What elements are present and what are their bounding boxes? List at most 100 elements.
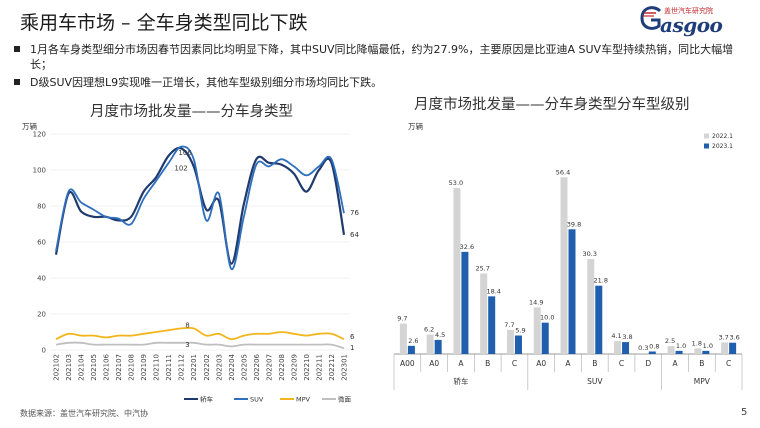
bar-2022.1 bbox=[587, 259, 595, 354]
x-tick-label: 202203 bbox=[215, 354, 223, 381]
y-tick-label: 100 bbox=[33, 167, 46, 175]
bar-2023.1 bbox=[595, 285, 603, 354]
legend-label: SUV bbox=[250, 396, 264, 404]
point-label: 8 bbox=[185, 321, 189, 329]
bar-2022.1 bbox=[694, 348, 702, 354]
category-label: A bbox=[673, 359, 679, 368]
bar-2023.1 bbox=[407, 345, 415, 354]
right-chart-y-axis-label: 万辆 bbox=[408, 121, 423, 131]
bar-value-label: 1.8 bbox=[692, 339, 702, 347]
point-label: 102 bbox=[174, 164, 187, 172]
point-label: 76 bbox=[350, 209, 359, 217]
bar-value-label: 32.6 bbox=[460, 243, 474, 251]
category-label: A00 bbox=[400, 359, 415, 368]
category-label: A bbox=[565, 359, 571, 368]
bar-value-label: 3.6 bbox=[729, 334, 739, 342]
category-label: C bbox=[512, 359, 517, 368]
legend-label: 2023.1 bbox=[712, 143, 733, 150]
bar-2022.1 bbox=[506, 329, 514, 354]
bar-2022.1 bbox=[426, 334, 434, 354]
legend-swatch bbox=[704, 143, 709, 149]
bar-2022.1 bbox=[640, 353, 648, 354]
bar-value-label: 5.9 bbox=[515, 327, 525, 335]
category-label: A0 bbox=[536, 359, 546, 368]
point-label: 1 bbox=[350, 344, 354, 352]
gasgoo-logo: 盖世汽车研究院 asgoo bbox=[640, 6, 752, 37]
x-tick-label: 202105 bbox=[90, 354, 98, 381]
x-tick-label: 202210 bbox=[303, 354, 311, 381]
bar-value-label: 30.3 bbox=[583, 250, 597, 258]
bullet-item: 1月各车身类型细分市场因春节因素同比均明显下降，其中SUV同比降幅最低，约为27… bbox=[14, 42, 744, 72]
legend-label: 2022.1 bbox=[712, 133, 733, 140]
point-label: 64 bbox=[350, 231, 359, 239]
bar-value-label: 18.4 bbox=[486, 287, 500, 295]
bar-value-label: 21.8 bbox=[594, 277, 608, 285]
category-label: C bbox=[619, 359, 624, 368]
group-label: MPV bbox=[694, 377, 711, 386]
series-line-MPV bbox=[55, 326, 345, 341]
point-label: 3 bbox=[185, 341, 189, 349]
x-tick-label: 202202 bbox=[203, 354, 211, 381]
y-tick-label: 60 bbox=[37, 239, 46, 247]
bar-value-label: 1.0 bbox=[676, 342, 686, 350]
bar-value-label: 3.8 bbox=[622, 333, 632, 341]
bar-2023.1 bbox=[461, 251, 469, 354]
x-tick-label: 202205 bbox=[240, 354, 248, 381]
bar-value-label: 56.4 bbox=[556, 168, 570, 176]
right-chart-subtitle: 月度市场批发量——分车身类型分车型级别 bbox=[414, 97, 690, 113]
x-tick-label: 202103 bbox=[65, 354, 73, 381]
bar-2023.1 bbox=[541, 322, 549, 354]
legend-swatch bbox=[704, 133, 709, 139]
x-tick-label: 202102 bbox=[53, 354, 61, 381]
y-tick-label: 40 bbox=[37, 275, 46, 283]
x-tick-label: 202201 bbox=[190, 354, 198, 381]
x-tick-label: 202207 bbox=[265, 354, 273, 381]
bar-value-label: 4.5 bbox=[435, 331, 445, 339]
bar-value-label: 0.3 bbox=[638, 344, 648, 352]
bar-value-label: 3.7 bbox=[718, 333, 728, 341]
bar-2022.1 bbox=[399, 323, 407, 354]
category-label: B bbox=[699, 359, 704, 368]
left-chart-subtitle: 月度市场批发量——分车身类型 bbox=[90, 104, 293, 120]
x-tick-label: 202204 bbox=[228, 353, 236, 380]
legend-label: MPV bbox=[296, 396, 311, 404]
x-tick-label: 202112 bbox=[178, 354, 186, 381]
bullet-square-icon bbox=[14, 46, 20, 52]
left-chart-y-axis-label: 万辆 bbox=[22, 121, 37, 131]
bar-2023.1 bbox=[488, 296, 496, 354]
category-label: B bbox=[485, 359, 490, 368]
x-tick-label: 202111 bbox=[165, 354, 173, 381]
bar-2023.1 bbox=[434, 339, 442, 354]
category-label: A0 bbox=[429, 359, 439, 368]
page-title: 乘用车市场 – 全车身类型同比下跌 bbox=[20, 12, 308, 34]
bar-value-label: 2.6 bbox=[408, 337, 418, 345]
bar-value-label: 10.0 bbox=[540, 314, 554, 322]
bar-value-label: 14.9 bbox=[529, 298, 543, 306]
bar-2022.1 bbox=[614, 341, 622, 354]
bar-2022.1 bbox=[667, 346, 675, 354]
bar-2022.1 bbox=[480, 273, 488, 354]
y-tick-label: 120 bbox=[33, 131, 46, 139]
y-tick-label: 20 bbox=[37, 311, 46, 319]
bar-value-label: 1.0 bbox=[703, 342, 713, 350]
point-label: 6 bbox=[350, 333, 355, 341]
bar-value-label: 39.8 bbox=[567, 220, 581, 228]
left-line-chart: 0 20 40 60 80 100 120 202102 202103 202104 202105… bbox=[22, 121, 359, 404]
x-tick-label: 202104 bbox=[78, 353, 86, 380]
bullet-text: 1月各车身类型细分市场因春节因素同比均明显下降，其中SUV同比降幅最低，约为27… bbox=[30, 43, 734, 71]
bar-2022.1 bbox=[453, 187, 461, 354]
category-label: D bbox=[645, 359, 651, 368]
bar-value-label: 53.0 bbox=[449, 179, 463, 187]
bar-2023.1 bbox=[729, 342, 737, 354]
bar-2022.1 bbox=[560, 177, 568, 354]
bar-2023.1 bbox=[702, 350, 710, 354]
bar-value-label: 2.5 bbox=[665, 337, 675, 345]
logo-cn-text: 盖世汽车研究院 bbox=[664, 7, 713, 15]
x-tick-label: 202208 bbox=[278, 354, 286, 381]
point-label: 106 bbox=[178, 149, 192, 157]
y-tick-label: 0 bbox=[42, 347, 46, 355]
bar-value-label: 7.7 bbox=[504, 321, 514, 329]
x-tick-label: 202301 bbox=[341, 354, 349, 381]
bar-value-label: 25.7 bbox=[475, 264, 489, 272]
bar-value-label: 9.7 bbox=[397, 315, 407, 323]
